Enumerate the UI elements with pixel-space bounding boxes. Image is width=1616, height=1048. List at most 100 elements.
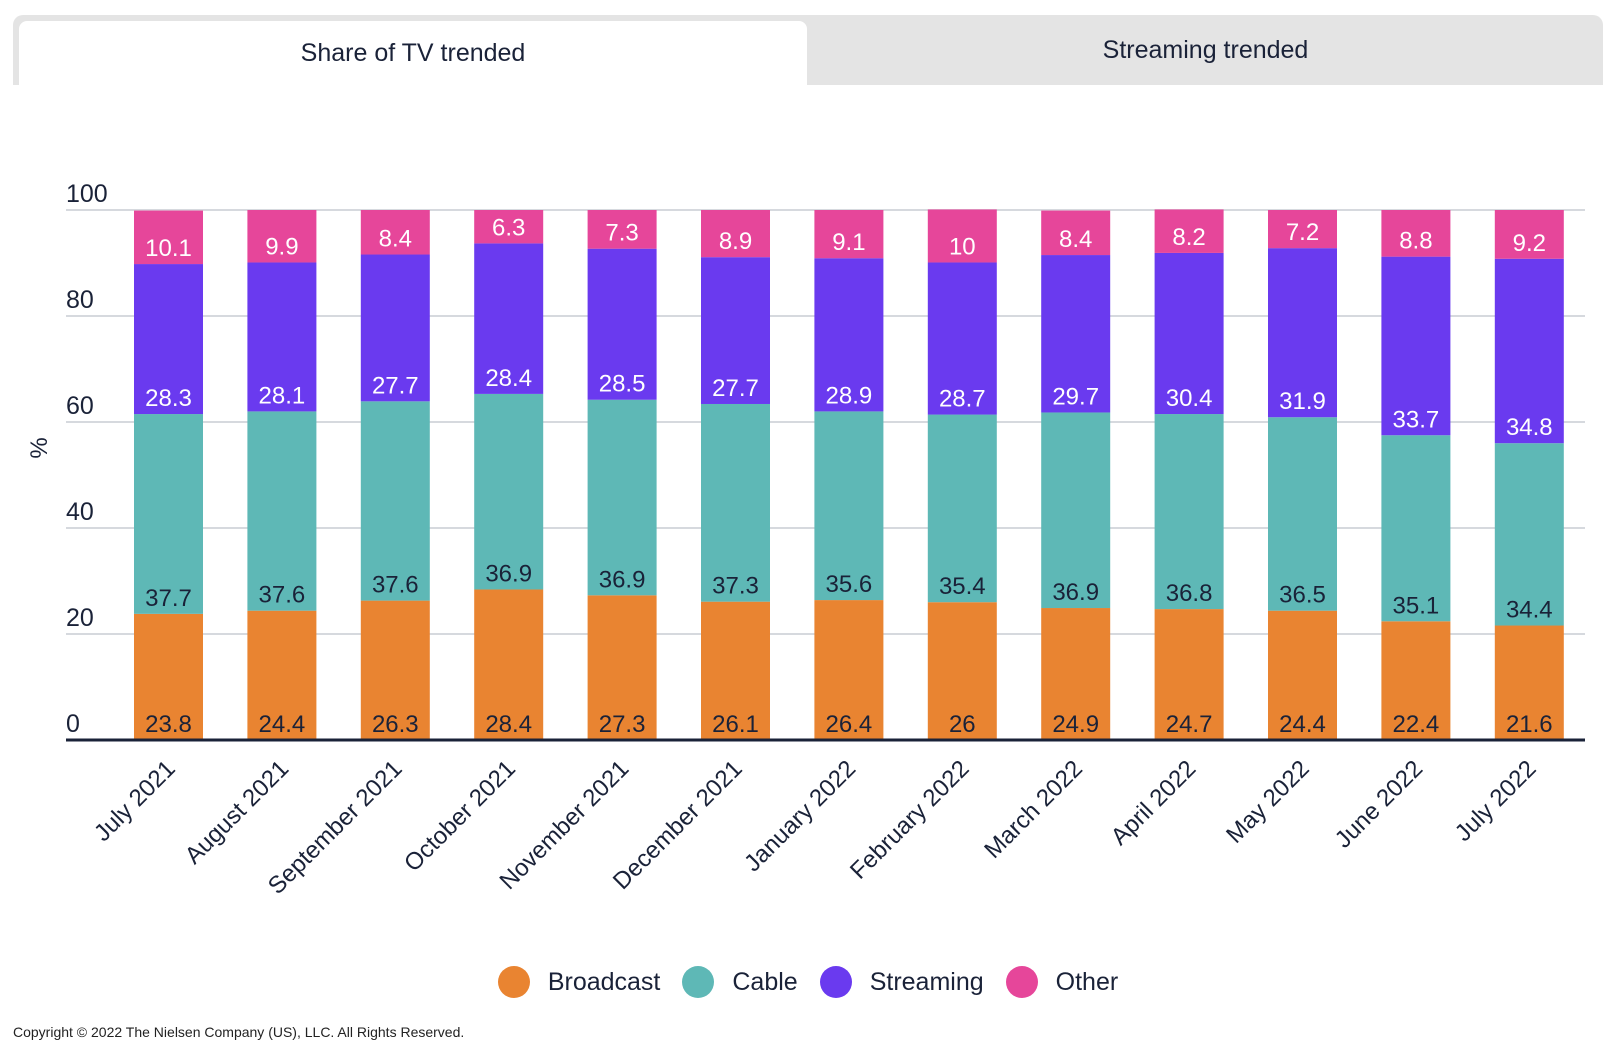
tab-share-of-tv-trended[interactable]: Share of TV trended bbox=[19, 21, 807, 85]
x-tick-label: May 2022 bbox=[1221, 755, 1315, 849]
data-label: 30.4 bbox=[1166, 385, 1213, 412]
other-swatch-icon bbox=[1005, 966, 1038, 998]
data-label: 36.9 bbox=[485, 560, 532, 587]
data-label: 37.6 bbox=[372, 572, 419, 599]
legend-item-broadcast[interactable]: Broadcast bbox=[497, 966, 661, 998]
data-label: 28.9 bbox=[826, 382, 873, 409]
y-tick-label: 100 bbox=[66, 180, 108, 208]
data-label: 9.9 bbox=[265, 233, 298, 260]
legend-label: Cable bbox=[732, 967, 798, 996]
bar-segment-broadcast bbox=[1494, 625, 1564, 740]
data-label: 28.3 bbox=[145, 385, 192, 412]
bar-segment-streaming bbox=[1268, 248, 1337, 418]
data-label: 22.4 bbox=[1393, 711, 1440, 738]
stacked-bar-chart: 0 20 40 60 80 100% 23.8 37.7 28.3 10.1 July 2021 24… bbox=[26, 180, 1585, 900]
data-label: 36.5 bbox=[1279, 582, 1326, 609]
copyright-notice: Copyright © 2022 The Nielsen Company (US… bbox=[13, 1024, 465, 1040]
data-label: 24.4 bbox=[1279, 711, 1326, 738]
data-label: 6.3 bbox=[492, 214, 525, 241]
bar-segment-streaming bbox=[701, 257, 770, 404]
tab-bar: Share of TV trended Streaming trended bbox=[13, 15, 1603, 85]
data-label: 37.6 bbox=[259, 582, 306, 609]
x-tick-label: October 2021 bbox=[399, 755, 521, 877]
bar-segment-broadcast bbox=[247, 610, 317, 740]
bar-segment-streaming bbox=[927, 262, 997, 415]
bar-segment-cable bbox=[701, 403, 770, 602]
data-label: 28.4 bbox=[485, 711, 532, 738]
data-label: 28.7 bbox=[939, 386, 986, 413]
data-label: 28.4 bbox=[485, 365, 532, 392]
data-label: 7.2 bbox=[1286, 219, 1319, 246]
bar-segment-broadcast bbox=[1268, 610, 1337, 740]
legend: Broadcast Cable Streaming Other bbox=[0, 966, 1616, 998]
data-label: 35.4 bbox=[939, 573, 986, 600]
bar-segment-streaming bbox=[1041, 255, 1111, 413]
bar-segment-streaming bbox=[134, 264, 203, 415]
data-label: 35.1 bbox=[1393, 592, 1440, 619]
x-tick-label: March 2022 bbox=[979, 755, 1088, 864]
data-label: 26.3 bbox=[372, 711, 419, 738]
bar-segment-other bbox=[1381, 210, 1451, 257]
data-label: 35.6 bbox=[826, 571, 873, 598]
bar-segment-cable bbox=[1381, 435, 1451, 622]
data-label: 36.9 bbox=[599, 566, 646, 593]
tab-streaming-trended[interactable]: Streaming trended bbox=[1102, 35, 1309, 64]
cable-swatch-icon bbox=[682, 966, 715, 998]
legend-item-other[interactable]: Other bbox=[1005, 966, 1119, 998]
bar-segment-cable bbox=[587, 399, 657, 596]
data-label: 23.8 bbox=[145, 711, 192, 738]
bar-segment-other bbox=[360, 210, 430, 255]
bar-segment-streaming bbox=[360, 254, 430, 402]
y-axis-label: % bbox=[26, 437, 53, 458]
x-tick-label: January 2022 bbox=[739, 755, 861, 877]
data-label: 27.7 bbox=[372, 372, 419, 399]
bar-segment-broadcast bbox=[587, 595, 657, 740]
data-label: 37.7 bbox=[145, 585, 192, 612]
bar-segment-other bbox=[927, 209, 997, 263]
legend-item-streaming[interactable]: Streaming bbox=[819, 966, 984, 998]
x-tick-label: August 2021 bbox=[180, 755, 294, 869]
y-tick-label: 20 bbox=[66, 604, 94, 632]
bar-segment-streaming bbox=[474, 243, 544, 394]
data-label: 31.9 bbox=[1279, 388, 1326, 415]
x-tick-label: April 2022 bbox=[1106, 755, 1202, 851]
data-label: 27.7 bbox=[712, 375, 759, 402]
bar-segment-other bbox=[1268, 210, 1337, 249]
data-label: 36.8 bbox=[1166, 580, 1213, 607]
bar-segment-broadcast bbox=[1041, 608, 1111, 740]
x-tick-label: July 2021 bbox=[89, 755, 181, 847]
data-label: 24.7 bbox=[1166, 711, 1213, 738]
bar-segment-streaming bbox=[587, 248, 657, 400]
bar-segment-streaming bbox=[814, 258, 884, 412]
legend-label: Other bbox=[1055, 967, 1119, 996]
x-tick-label: July 2022 bbox=[1450, 755, 1542, 847]
data-label: 26 bbox=[949, 711, 976, 738]
legend-item-cable[interactable]: Cable bbox=[682, 966, 798, 998]
data-label: 10 bbox=[949, 233, 976, 260]
legend-label: Streaming bbox=[869, 967, 984, 996]
data-label: 7.3 bbox=[605, 220, 638, 247]
data-label: 34.4 bbox=[1506, 597, 1553, 624]
data-label: 37.3 bbox=[712, 573, 759, 600]
data-label: 8.2 bbox=[1172, 224, 1205, 251]
data-label: 8.4 bbox=[1059, 226, 1092, 253]
bar-segment-broadcast bbox=[1381, 621, 1451, 740]
data-label: 26.1 bbox=[712, 711, 759, 738]
bar-segment-cable bbox=[134, 414, 203, 614]
bar-segment-other bbox=[1041, 210, 1111, 256]
x-tick-label: June 2022 bbox=[1330, 755, 1428, 853]
data-label: 34.8 bbox=[1506, 414, 1553, 441]
legend-label: Broadcast bbox=[547, 967, 661, 996]
bar-segment-other bbox=[814, 210, 884, 259]
bar-segment-broadcast bbox=[814, 600, 884, 740]
bar-segment-cable bbox=[247, 411, 317, 611]
bar-segment-cable bbox=[360, 401, 430, 601]
bar-segment-other bbox=[247, 210, 317, 263]
bar-segment-streaming bbox=[1494, 258, 1564, 444]
bar-segment-other bbox=[587, 210, 657, 249]
bar-segment-broadcast bbox=[134, 613, 203, 740]
broadcast-swatch-icon bbox=[497, 966, 530, 998]
bar-segment-streaming bbox=[1381, 256, 1451, 436]
y-tick-label: 0 bbox=[66, 710, 80, 738]
bar-segment-broadcast bbox=[474, 589, 544, 740]
